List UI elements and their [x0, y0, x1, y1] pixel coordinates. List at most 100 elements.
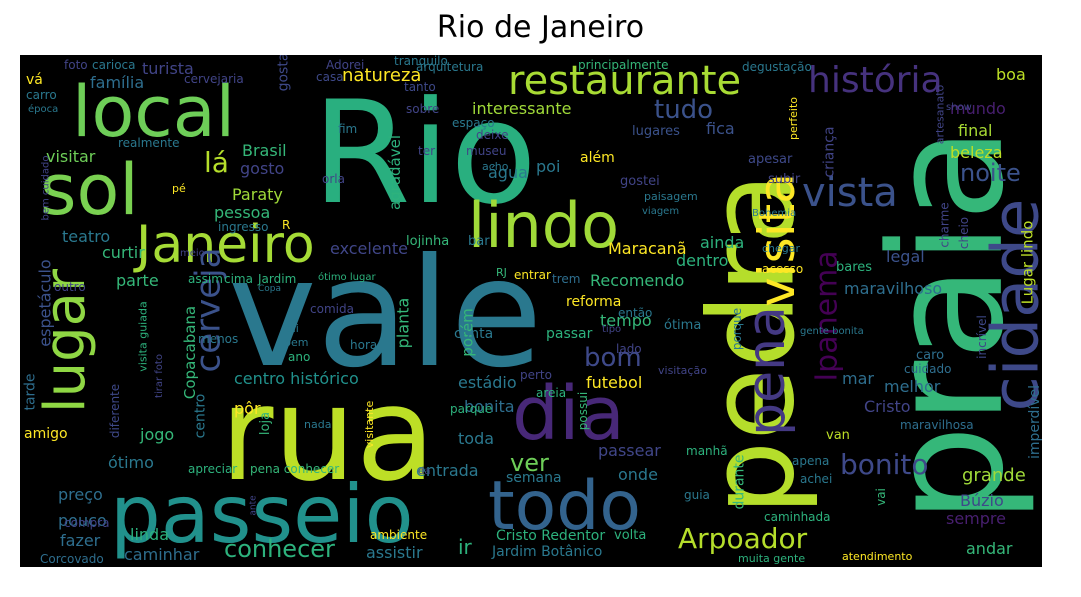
word: tirar foto	[153, 354, 165, 398]
word: compra	[64, 516, 110, 530]
word: principalmente	[578, 58, 669, 72]
word: ante	[248, 495, 259, 516]
word: turista	[142, 59, 194, 78]
word: hora	[350, 338, 378, 352]
word: atendimento	[842, 550, 913, 563]
word: excelente	[330, 239, 408, 258]
word: amigo	[24, 426, 68, 442]
word: visitação	[658, 364, 707, 377]
word: pôr	[234, 399, 261, 418]
word: ainda	[700, 233, 745, 252]
word: comida	[310, 302, 354, 316]
word: legal	[886, 247, 925, 266]
word: outro	[54, 280, 86, 294]
word: foto	[64, 58, 88, 72]
word: maravilhosa	[900, 418, 974, 432]
word: curtir	[102, 243, 145, 262]
word: assim	[188, 272, 223, 286]
word: subir	[768, 172, 801, 187]
word: gosto	[240, 159, 285, 178]
word: Jardim Botânico	[492, 544, 603, 560]
word: natureza	[342, 65, 422, 86]
word: guia	[684, 488, 710, 502]
word: sempre	[946, 509, 1006, 528]
word: parque	[450, 402, 493, 416]
word: caminhar	[124, 545, 200, 564]
word: vale	[228, 227, 543, 401]
word: loja	[258, 411, 274, 436]
word: perto	[520, 368, 552, 382]
word: volta	[614, 528, 647, 543]
word: Arpoador	[678, 522, 808, 555]
word: cheio	[957, 216, 972, 250]
word: apreciar	[188, 462, 238, 476]
word: conhecer	[224, 535, 335, 563]
chart-title: Rio de Janeiro	[436, 10, 645, 45]
word: acesso	[762, 262, 804, 276]
word: cervejaria	[184, 72, 244, 86]
word: casa	[316, 70, 344, 84]
word: lá	[204, 146, 229, 179]
word: museu	[466, 144, 507, 158]
word: cima	[224, 272, 253, 286]
word: caro	[916, 348, 945, 363]
word: toda	[458, 429, 495, 448]
word: Paraty	[232, 185, 283, 204]
word: sobre	[406, 102, 440, 116]
word: entrar	[514, 268, 551, 282]
word: orla	[322, 172, 345, 186]
word: lugares	[632, 124, 680, 139]
word: van	[826, 428, 850, 443]
word: passear	[598, 441, 661, 460]
word: durante	[731, 454, 748, 510]
word: ótimo lugar	[318, 272, 376, 283]
word: tempo	[600, 311, 652, 330]
word: noite	[960, 159, 1021, 187]
word: rua	[220, 358, 436, 510]
word: achei	[800, 472, 833, 486]
word: então	[618, 306, 653, 320]
word: passeio	[110, 468, 414, 561]
word: fazer	[60, 531, 101, 550]
word: meio	[180, 248, 205, 259]
word: fim	[338, 122, 358, 136]
word: artesanato	[933, 84, 947, 145]
word: Maracanã	[608, 239, 687, 258]
word: Copacabana	[181, 305, 200, 400]
word: restaurante	[508, 58, 742, 104]
word: melhor	[884, 377, 941, 396]
word: visitante	[363, 400, 377, 449]
word: teatro	[62, 227, 111, 246]
word: areia	[536, 386, 567, 400]
word: história	[808, 60, 943, 101]
word: mundo	[950, 99, 1006, 118]
word: pé	[172, 182, 186, 195]
word: final	[958, 121, 993, 140]
word: incrível	[974, 315, 989, 359]
word: arquitetura	[416, 60, 484, 74]
word: cuidado	[904, 362, 952, 376]
word: gosta	[275, 55, 292, 92]
word: semana	[506, 470, 562, 486]
word: além	[580, 150, 615, 166]
word: água	[488, 163, 528, 182]
word: imperdível	[1027, 384, 1042, 460]
word: carro	[26, 88, 57, 102]
word: estádio	[458, 373, 517, 392]
word: centro histórico	[234, 369, 359, 388]
word: diferente	[108, 383, 123, 439]
word: Janeiro	[136, 215, 315, 275]
word: beleza	[950, 143, 1003, 162]
word: ingresso	[218, 220, 269, 234]
word: sol	[40, 149, 139, 231]
word: agradável	[386, 134, 405, 211]
word: entrada	[416, 461, 479, 480]
word: viagem	[642, 206, 680, 217]
word-cloud: Rio vale praia rua pedra passeio local s…	[20, 55, 1042, 567]
word: ótima	[664, 318, 702, 333]
word: pena conhecer	[250, 462, 340, 476]
word: Recomendo	[590, 271, 685, 290]
word: bem cuidado	[40, 155, 52, 221]
word: carioca	[92, 58, 136, 72]
word: tudo	[654, 95, 714, 125]
